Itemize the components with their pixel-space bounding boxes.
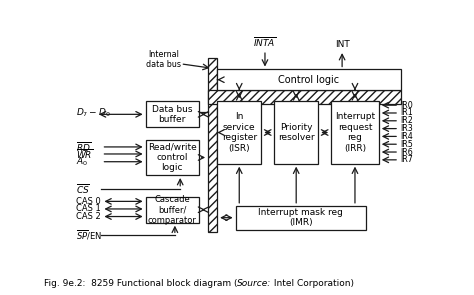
Text: CAS 2: CAS 2 xyxy=(76,212,100,221)
Text: IR5: IR5 xyxy=(400,140,413,149)
Bar xyxy=(217,70,401,90)
Text: CAS 1: CAS 1 xyxy=(76,204,100,214)
Bar xyxy=(208,90,401,104)
Text: IR0: IR0 xyxy=(400,101,413,110)
Text: IR2: IR2 xyxy=(400,116,413,125)
Bar xyxy=(208,58,217,232)
Text: $\overline{CS}$: $\overline{CS}$ xyxy=(76,182,90,196)
Text: Intel Corporation): Intel Corporation) xyxy=(271,278,354,288)
Bar xyxy=(146,197,199,223)
Text: $A_0$: $A_0$ xyxy=(76,155,88,168)
Text: In
service
register
(ISR): In service register (ISR) xyxy=(222,112,257,153)
Text: Priority
resolver: Priority resolver xyxy=(278,123,315,142)
Text: $\overline{SP}$/EN: $\overline{SP}$/EN xyxy=(76,229,102,242)
Text: Cascade
buffer/
comparator: Cascade buffer/ comparator xyxy=(148,195,197,224)
Text: Interrupt
request
reg
(IRR): Interrupt request reg (IRR) xyxy=(335,112,375,153)
Text: INT: INT xyxy=(335,40,349,49)
Bar xyxy=(217,101,261,164)
Bar xyxy=(274,101,318,164)
Bar xyxy=(236,206,366,230)
Text: IR7: IR7 xyxy=(400,155,413,164)
Text: Fig. 9e.2:  8259 Functional block diagram (: Fig. 9e.2: 8259 Functional block diagram… xyxy=(44,278,237,288)
Text: Interrupt mask reg
(IMR): Interrupt mask reg (IMR) xyxy=(258,208,343,227)
Text: Read/write
control
logic: Read/write control logic xyxy=(148,142,197,172)
Text: IR4: IR4 xyxy=(400,132,413,141)
Text: $\overline{INTA}$: $\overline{INTA}$ xyxy=(254,35,276,49)
Text: Data bus
buffer: Data bus buffer xyxy=(152,105,192,124)
Text: IR3: IR3 xyxy=(400,124,413,133)
Bar xyxy=(331,101,379,164)
Text: Source:: Source: xyxy=(237,278,271,288)
Bar xyxy=(146,140,199,175)
Text: CAS 0: CAS 0 xyxy=(76,197,100,206)
Text: $\overline{RD}$: $\overline{RD}$ xyxy=(76,140,91,154)
Bar xyxy=(146,101,199,127)
Text: IR1: IR1 xyxy=(400,109,413,117)
Text: IR6: IR6 xyxy=(400,148,413,157)
Text: $D_7 - D_0$: $D_7 - D_0$ xyxy=(76,107,110,119)
Text: $\overline{WR}$: $\overline{WR}$ xyxy=(76,147,93,161)
Text: Control logic: Control logic xyxy=(279,75,339,85)
Text: Internal
data bus: Internal data bus xyxy=(146,50,182,69)
